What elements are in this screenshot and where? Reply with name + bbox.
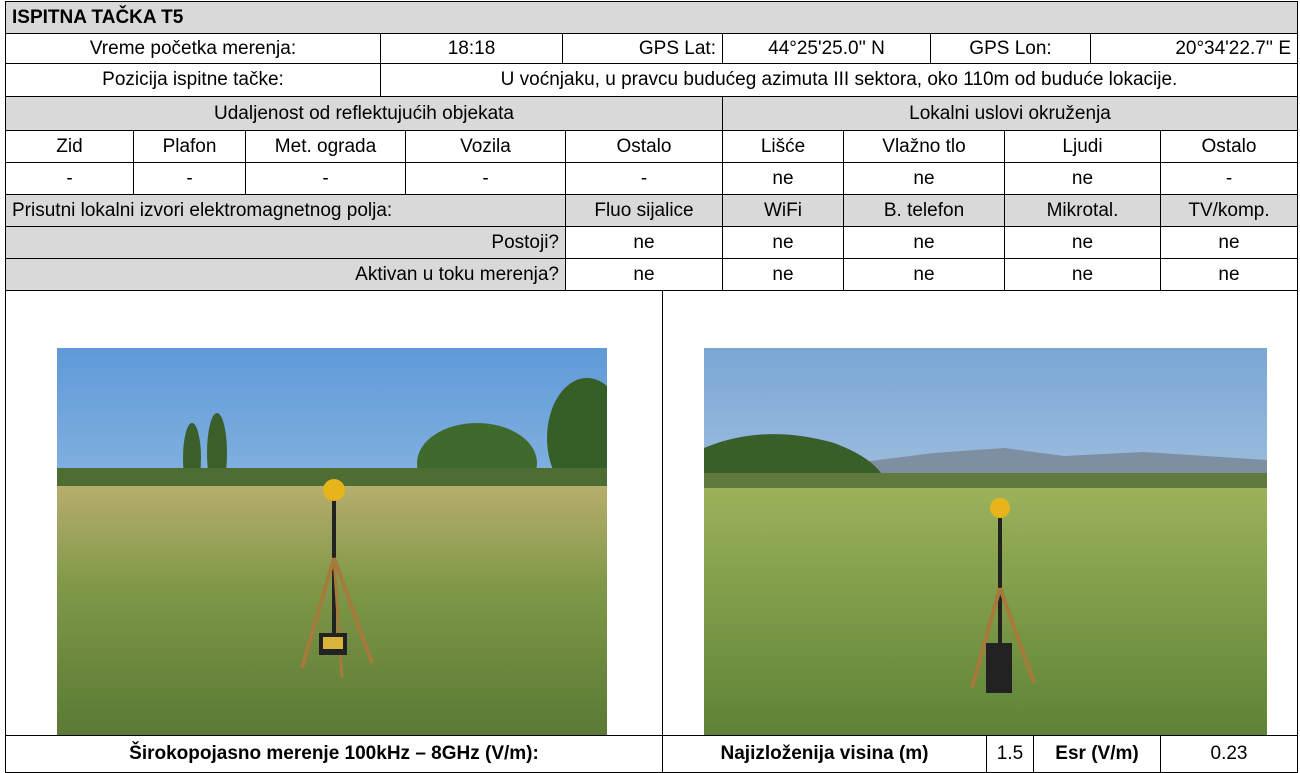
column-header: Ostalo [565,130,723,163]
photo [704,348,1267,735]
label: GPS Lon: [930,33,1091,64]
value: ne [565,258,723,291]
value: ne [1004,258,1161,291]
column-header: Zid [5,130,134,163]
value: ne [722,258,844,291]
value: ne [722,226,844,259]
value: 44°25'25.0'' N [722,33,931,64]
value: ne [843,226,1005,259]
value: 18:18 [380,33,563,64]
label: Vreme početka merenja: [5,33,381,64]
value: 20°34'22.7'' E [1090,33,1298,64]
value: ne [843,258,1005,291]
value: U voćnjaku, u pravcu budućeg azimuta III… [380,63,1298,97]
value: 1.5 [986,735,1034,773]
column-header: Ljudi [1004,130,1161,163]
label: Najizloženija visina (m) [662,735,987,773]
value: - [5,162,134,195]
column-header: WiFi [722,194,844,227]
value: ne [1004,226,1161,259]
value: - [405,162,566,195]
value: ne [1160,258,1298,291]
section-title: Lokalni uslovi okruženja [722,96,1298,131]
label: GPS Lat: [562,33,723,64]
value: ne [1160,226,1298,259]
photo [57,348,607,735]
value: ne [1004,162,1161,195]
column-header: Vlažno tlo [843,130,1005,163]
row-label: Aktivan u toku merenja? [5,258,566,291]
column-header: Lišće [722,130,844,163]
photo-cell [662,290,1298,736]
label: Pozicija ispitne tačke: [5,63,381,97]
column-header: TV/komp. [1160,194,1298,227]
label: Esr (V/m) [1033,735,1161,773]
row-label: Postoji? [5,226,566,259]
value: ne [722,162,844,195]
column-header: Vozila [405,130,566,163]
value: ne [565,226,723,259]
value: - [565,162,723,195]
column-header: Met. ograda [245,130,406,163]
column-header: Fluo sijalice [565,194,723,227]
value: ne [843,162,1005,195]
value: - [133,162,246,195]
column-header: Ostalo [1160,130,1298,163]
column-header: Plafon [133,130,246,163]
value: - [245,162,406,195]
label: Širokopojasno merenje 100kHz – 8GHz (V/m… [5,735,663,773]
column-header: B. telefon [843,194,1005,227]
title: ISPITNA TAČKA T5 [5,1,1298,34]
section-title: Prisutni lokalni izvori elektromagnetnog… [5,194,566,227]
value: - [1160,162,1298,195]
section-title: Udaljenost od reflektujućih objekata [5,96,723,131]
value: 0.23 [1160,735,1298,773]
photo-cell [5,290,663,736]
column-header: Mikrotal. [1004,194,1161,227]
